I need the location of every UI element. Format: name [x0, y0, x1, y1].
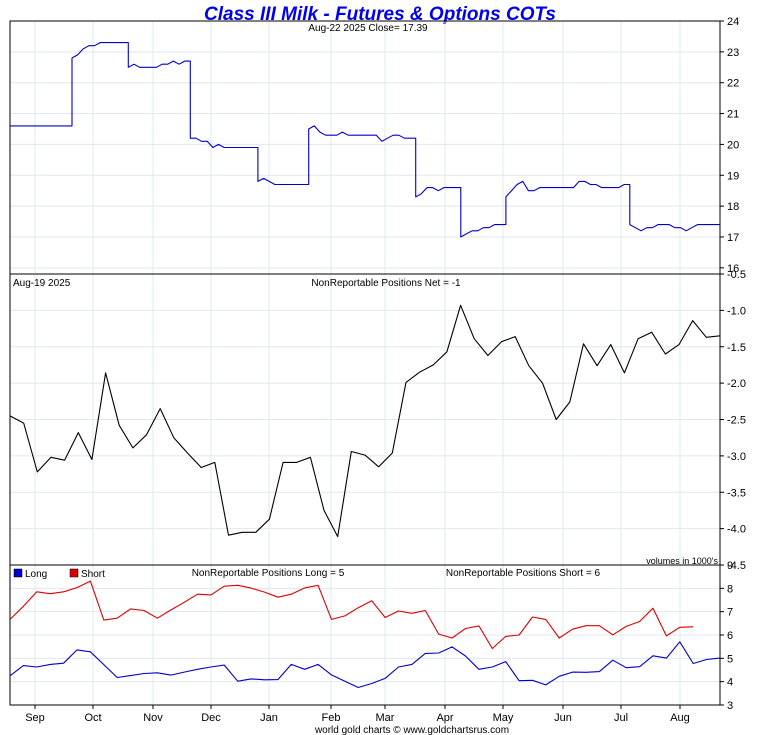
- ytick-label-ls-3: 6: [727, 630, 733, 642]
- xtick-label-oct: Oct: [84, 712, 101, 724]
- volumes-note: volumes in 1000's: [646, 556, 718, 566]
- series-line-ls-short: [9, 580, 694, 650]
- series-line-ls-long: [9, 641, 721, 689]
- ytick-label-net-1: -1.0: [727, 305, 746, 317]
- xtick-label-mar: Mar: [376, 712, 395, 724]
- ytick-label-ls-0: 3: [727, 700, 733, 712]
- series-line-price-0: [10, 42, 720, 238]
- ytick-label-net-5: -3.0: [727, 451, 746, 463]
- legend-long-swatch: [13, 568, 23, 578]
- ytick-label-price-6: 22: [727, 78, 739, 90]
- ytick-label-net-0: -0.5: [727, 269, 746, 281]
- legend-long-label: Long: [25, 569, 47, 580]
- ytick-label-net-2: -1.5: [727, 342, 746, 354]
- net-panel: Aug-19 2025 NonReportable Positions Net …: [9, 269, 746, 572]
- xtick-label-jan: Jan: [260, 712, 278, 724]
- legend-short-swatch: [69, 568, 79, 578]
- ytick-label-price-2: 18: [727, 201, 739, 213]
- price-caption: Aug-22 2025 Close= 17.39: [308, 23, 428, 34]
- short-caption: NonReportable Positions Short = 6: [446, 568, 601, 579]
- ytick-label-net-7: -4.0: [727, 524, 746, 536]
- xtick-label-aug: Aug: [670, 712, 690, 724]
- price-panel: Aug-22 2025 Close= 17.39 16 17 18 19 20 21 22 2…: [9, 16, 739, 275]
- net-caption: NonReportable Positions Net = -1: [311, 278, 461, 289]
- ytick-label-price-5: 21: [727, 109, 739, 121]
- xtick-label-apr: Apr: [436, 712, 453, 724]
- footer-credit: world gold charts © www.goldchartsrus.co…: [314, 725, 509, 735]
- xtick-label-nov: Nov: [143, 712, 163, 724]
- xtick-label-dec: Dec: [201, 712, 221, 724]
- xtick-label-may: May: [493, 712, 514, 724]
- x-axis: Sep Oct Nov Dec Jan Feb Mar Apr May Jun Jul Aug: [25, 705, 690, 724]
- ytick-label-price-0: 16: [727, 263, 739, 275]
- long-caption: NonReportable Positions Long = 5: [192, 568, 345, 579]
- ytick-label-net-4: -2.5: [727, 415, 746, 427]
- ytick-label-price-1: 17: [727, 232, 739, 244]
- xtick-label-feb: Feb: [322, 712, 341, 724]
- legend-short-label: Short: [81, 569, 105, 580]
- ytick-label-ls-6: 9: [727, 560, 733, 572]
- ytick-label-ls-1: 4: [727, 677, 733, 689]
- ytick-label-net-3: -2.0: [727, 378, 746, 390]
- xtick-label-jun: Jun: [554, 712, 572, 724]
- price-panel-frame: [9, 20, 721, 275]
- xtick-label-sep: Sep: [25, 712, 45, 724]
- ytick-label-net-8: -4.5: [727, 560, 746, 572]
- ytick-label-net-6: -3.5: [727, 487, 746, 499]
- net-date-label: Aug-19 2025: [13, 278, 71, 289]
- long-short-panel: Long Short NonReportable Positions Long …: [9, 560, 733, 712]
- ytick-label-ls-5: 8: [727, 583, 733, 595]
- ytick-label-ls-2: 5: [727, 653, 733, 665]
- chart-title: Class III Milk - Futures & Options COTs: [204, 4, 556, 25]
- series-line-net-0: [9, 304, 721, 538]
- ytick-label-ls-4: 7: [727, 607, 733, 619]
- xtick-label-jul: Jul: [614, 712, 628, 724]
- ytick-label-price-8: 24: [727, 16, 739, 28]
- ytick-label-price-7: 23: [727, 47, 739, 59]
- ytick-label-price-4: 20: [727, 139, 739, 151]
- ytick-label-price-3: 19: [727, 170, 739, 182]
